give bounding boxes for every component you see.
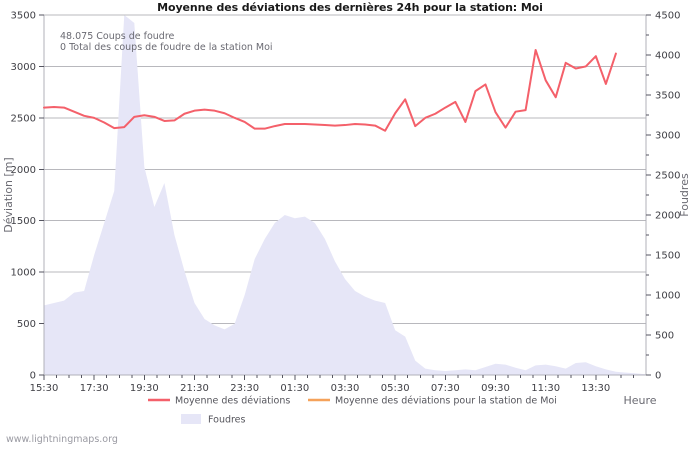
x-tick-label: 01:30 xyxy=(280,383,309,394)
x-tick-label: 21:30 xyxy=(180,383,209,394)
y2-axis-title: Foudres xyxy=(678,173,691,217)
y-tick-label: 2500 xyxy=(11,113,36,124)
y-tick-label: 1500 xyxy=(11,216,36,227)
y-axis-title: Déviation [m] xyxy=(2,157,15,232)
x-tick-label: 07:30 xyxy=(431,383,460,394)
y-tick-label: 3000 xyxy=(11,62,36,73)
x-tick-label: 11:30 xyxy=(531,383,560,394)
y2-tick-label: 500 xyxy=(655,331,674,342)
y-tick-label: 500 xyxy=(17,319,36,330)
x-tick-label: 05:30 xyxy=(381,383,410,394)
deviation-line-series-0 xyxy=(43,48,617,132)
y2-tick-label: 3000 xyxy=(655,131,680,142)
x-axis-title: Heure xyxy=(623,394,656,407)
annotation-line-2: 0 Total des coups de foudre de la statio… xyxy=(60,42,273,53)
x-tick-label: 09:30 xyxy=(481,383,510,394)
x-tick-label: 19:30 xyxy=(130,383,159,394)
y2-tick-label: 1000 xyxy=(655,291,680,302)
y2-tick-label: 2500 xyxy=(655,171,680,182)
legend-label-0: Moyenne des déviations xyxy=(175,396,290,407)
x-tick-label: 13:30 xyxy=(581,383,610,394)
y-tick-label: 0 xyxy=(30,371,36,382)
x-tick-label: 23:30 xyxy=(230,383,259,394)
y-tick-label: 2000 xyxy=(11,165,36,176)
legend-label-1: Moyenne des déviations pour la station d… xyxy=(335,396,557,407)
lightning-area-series xyxy=(44,15,646,375)
page-title: Moyenne des déviations des dernières 24h… xyxy=(157,1,543,14)
y2-tick-label: 4500 xyxy=(655,11,680,22)
legend-label-2: Foudres xyxy=(208,415,246,426)
y-tick-label: 3500 xyxy=(11,11,36,22)
x-tick-label: 17:30 xyxy=(80,383,109,394)
y2-tick-label: 3500 xyxy=(655,91,680,102)
y2-tick-label: 2000 xyxy=(655,211,680,222)
y-tick-label: 1000 xyxy=(11,268,36,279)
x-tick-label: 03:30 xyxy=(331,383,360,394)
y2-tick-label: 1500 xyxy=(655,251,680,262)
x-tick-label: 15:30 xyxy=(30,383,59,394)
y2-tick-label: 0 xyxy=(655,371,661,382)
y2-tick-label: 4000 xyxy=(655,51,680,62)
legend-swatch-2 xyxy=(181,414,201,424)
annotation-line-1: 48.075 Coups de foudre xyxy=(60,31,175,42)
footer-attribution: www.lightningmaps.org xyxy=(6,434,118,445)
